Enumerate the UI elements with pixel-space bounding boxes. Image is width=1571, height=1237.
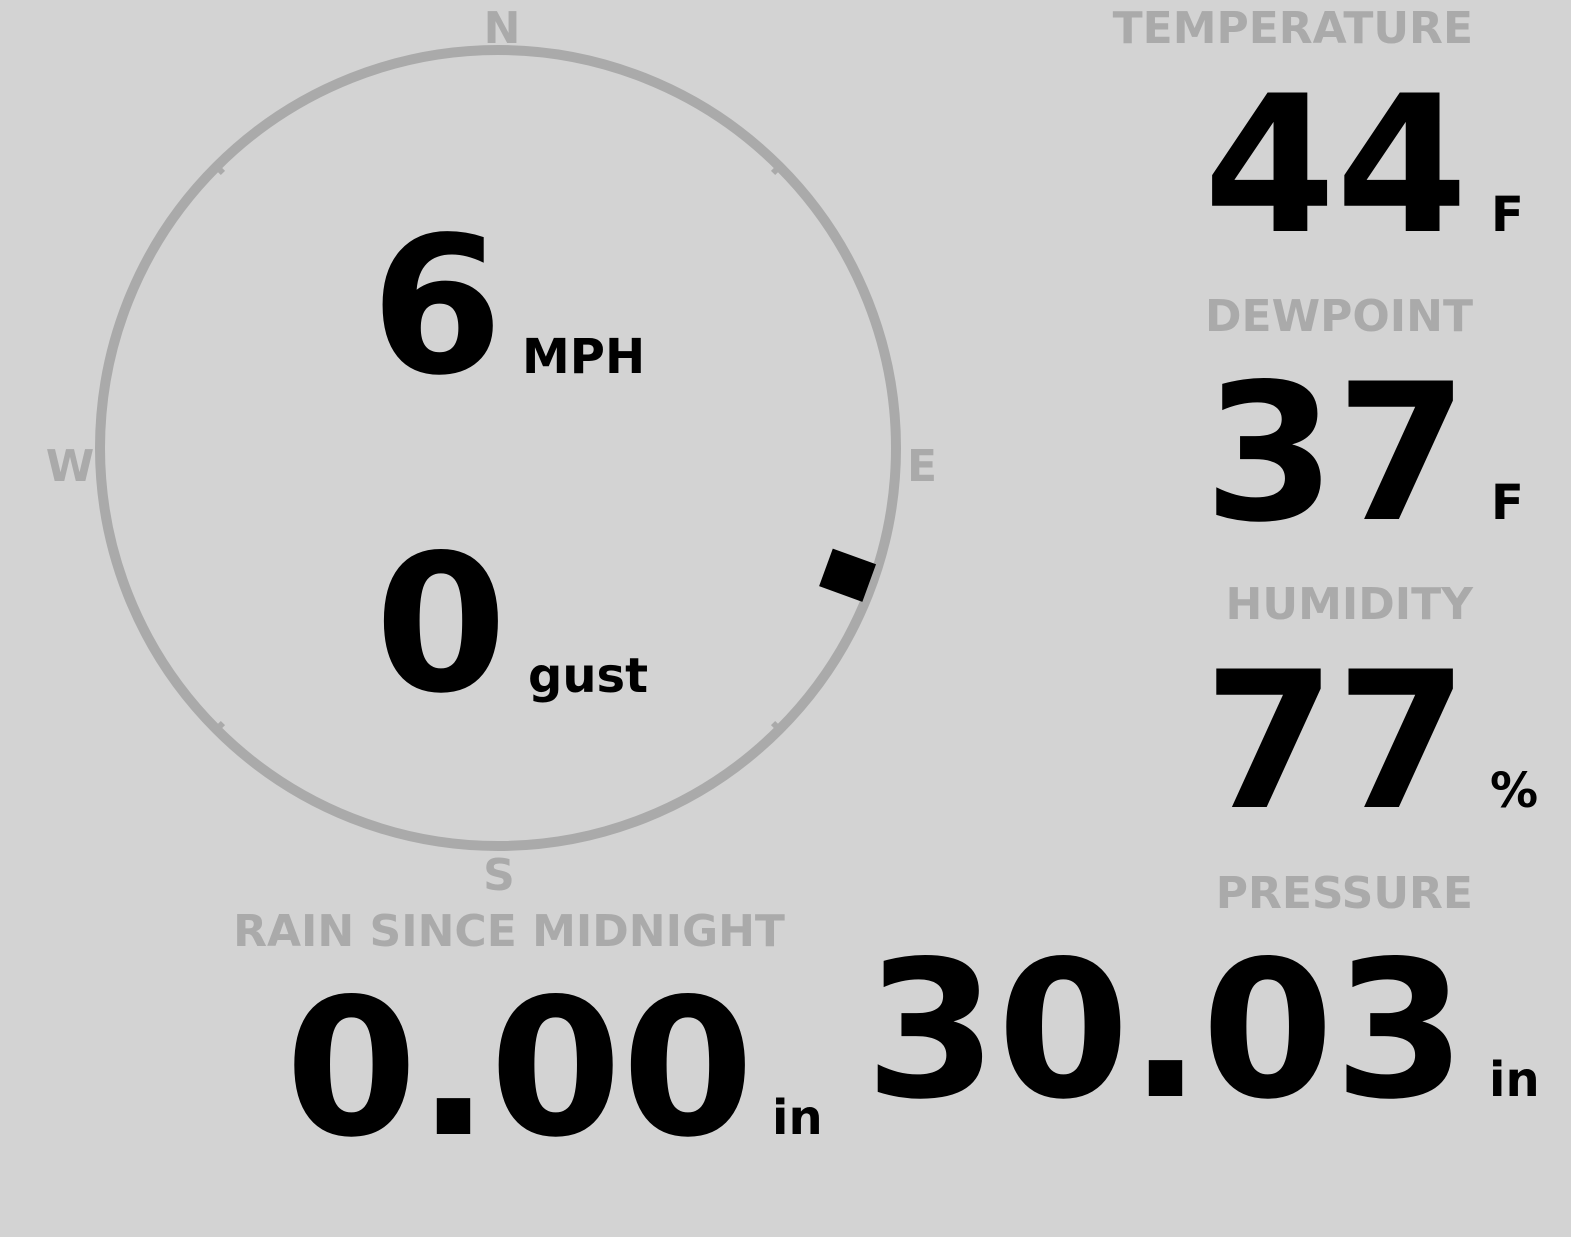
compass-east-label: E <box>907 441 937 492</box>
gust-value: 0 <box>375 514 507 735</box>
wind-speed-value: 6 <box>371 196 503 417</box>
temperature-value: 44 <box>1204 55 1468 276</box>
compass-ring <box>95 45 901 851</box>
compass-ticks <box>212 162 784 734</box>
dewpoint-value: 37 <box>1204 343 1468 564</box>
rain-panel: RAIN SINCE MIDNIGHT 0.00 in <box>233 906 823 1179</box>
pressure-value: 30.03 <box>865 920 1466 1141</box>
humidity-value: 77 <box>1204 631 1468 852</box>
compass-south-label: S <box>483 850 515 901</box>
humidity-label: HUMIDITY <box>1226 579 1475 630</box>
dewpoint-panel: DEWPOINT 37 F <box>1204 291 1524 564</box>
wind-speed-unit: MPH <box>522 329 645 385</box>
humidity-panel: HUMIDITY 77 % <box>1204 579 1539 852</box>
rain-label: RAIN SINCE MIDNIGHT <box>233 906 785 957</box>
compass-north-label: N <box>484 3 521 54</box>
compass-tick <box>770 720 784 734</box>
pressure-unit: in <box>1489 1052 1540 1108</box>
compass-tick <box>212 720 226 734</box>
wind-compass: N E S W 6 MPH 0 gust <box>46 3 937 901</box>
wind-direction-pointer <box>819 548 877 602</box>
temperature-unit: F <box>1491 187 1524 243</box>
humidity-unit: % <box>1490 763 1538 819</box>
compass-west-label: W <box>46 441 95 492</box>
temperature-panel: TEMPERATURE 44 F <box>1113 3 1524 276</box>
temperature-label: TEMPERATURE <box>1113 3 1473 54</box>
dewpoint-label: DEWPOINT <box>1205 291 1473 342</box>
rain-unit: in <box>772 1090 823 1146</box>
pressure-panel: PRESSURE 30.03 in <box>865 868 1540 1141</box>
gust-unit: gust <box>528 648 648 704</box>
compass-tick <box>770 162 784 176</box>
compass-tick <box>212 162 226 176</box>
pressure-label: PRESSURE <box>1216 868 1473 919</box>
rain-value: 0.00 <box>285 958 754 1179</box>
dewpoint-unit: F <box>1491 475 1524 531</box>
